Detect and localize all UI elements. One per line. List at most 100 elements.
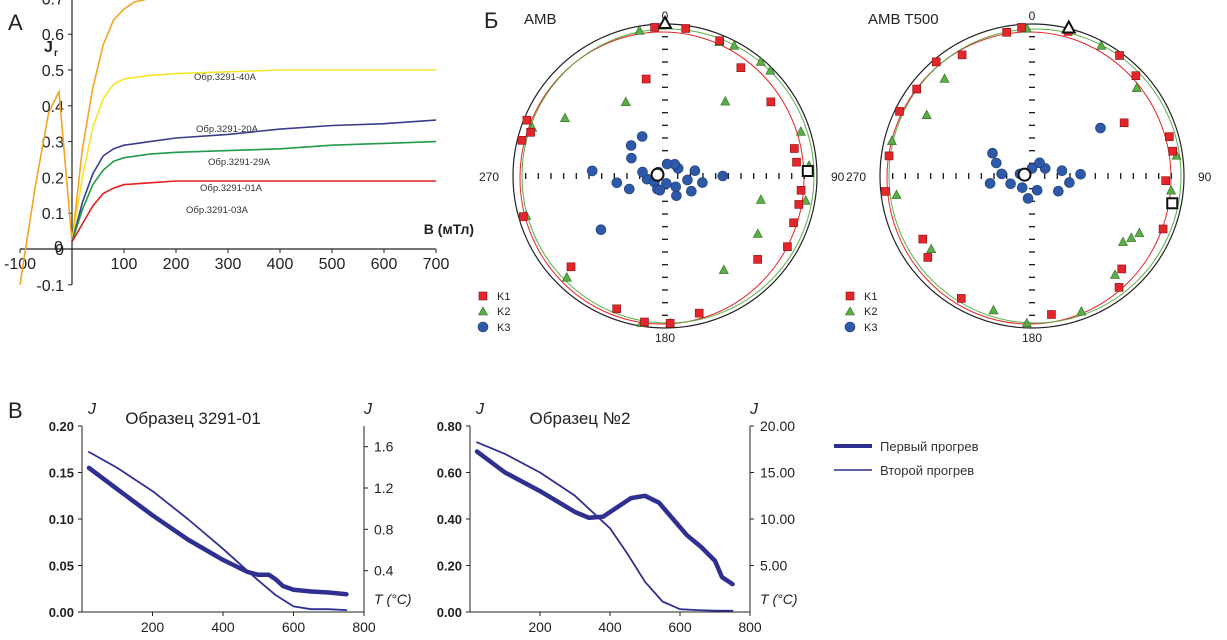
stereonet-title: AMB (524, 11, 557, 28)
k1-point (1165, 132, 1174, 141)
left-tick-label: 0.60 (437, 466, 462, 481)
k2-point (1118, 236, 1128, 246)
k1-mean (801, 165, 814, 178)
y-tick-label: 0.6 (42, 27, 64, 44)
thermo-legend: Первый прогрев Второй прогрев (834, 439, 979, 478)
k1-point (518, 212, 528, 221)
right-tick-label: 1.6 (374, 439, 394, 455)
k1-point (736, 63, 746, 72)
thermo-chart-2: 0.00 0.20 0.40 0.60 0.80 5.00 10.00 15.00 20.00 2… (437, 401, 798, 635)
legend-k3-label: K3 (497, 322, 510, 334)
k1-point (918, 234, 928, 244)
x-tick-label: 200 (163, 256, 190, 273)
k1-point (1117, 264, 1127, 274)
k1-point (681, 24, 691, 33)
k3-point (1075, 169, 1086, 180)
azimuth-label-n: 0 (1029, 9, 1036, 23)
k3-point (1095, 122, 1106, 134)
k3-point (682, 174, 693, 186)
legend-label-second-heating: Второй прогрев (880, 463, 974, 478)
k3-mean (1017, 167, 1032, 182)
azimuth-label-w: 270 (846, 170, 866, 184)
legend-k3-marker (477, 321, 489, 333)
legend-k1-marker (478, 291, 488, 301)
chart-title: Образец №2 (530, 409, 631, 428)
k3-point (1022, 193, 1034, 204)
k3-point (661, 158, 673, 170)
right-tick-label: 0.4 (374, 563, 394, 579)
k3-point (1034, 157, 1045, 169)
right-tick-label: 20.00 (760, 418, 795, 434)
azimuth-label-e: 90 (831, 170, 845, 184)
k1-point (694, 308, 704, 318)
k3-point (1053, 185, 1064, 197)
x-tick-label: 400 (211, 619, 235, 635)
k2-point (755, 56, 766, 66)
legend-k1-marker (845, 291, 855, 301)
k2-point (561, 272, 572, 282)
x-tick-label: 400 (267, 256, 294, 273)
k3-point (637, 166, 648, 178)
left-tick-label: 0.20 (437, 559, 462, 574)
x-tick-label: 100 (111, 256, 138, 273)
y-tick-label: 0.1 (42, 206, 64, 223)
k3-point (990, 157, 1002, 169)
k3-point (636, 131, 648, 142)
y-tick-label: 0.5 (42, 63, 64, 80)
left-tick-label: 0.40 (437, 512, 462, 527)
k1-point (1017, 23, 1026, 32)
k2-point (765, 65, 776, 75)
k3-point (717, 170, 729, 182)
k1-point (789, 218, 798, 228)
series-line (71, 180, 436, 243)
right-tick-label: 10.00 (760, 511, 795, 527)
series-line (476, 441, 734, 612)
k1-point (957, 294, 966, 303)
k2-mean (1061, 19, 1077, 34)
left-tick-label: 0.80 (437, 419, 462, 434)
k2-point (1134, 227, 1145, 237)
series-line (474, 449, 735, 587)
y-tick-label: 0.4 (42, 99, 64, 116)
x-tick-label: 300 (215, 256, 242, 273)
x-tick-label: 700 (423, 256, 450, 273)
k1-point (1114, 283, 1124, 292)
left-tick-label: 0.10 (49, 512, 74, 527)
k2-point (800, 195, 811, 205)
series-label: Обр.3291-20А (196, 124, 259, 135)
k2-point (891, 189, 902, 199)
k1-point (783, 242, 792, 251)
k1-point (1131, 71, 1141, 80)
plane-trace-k2 (888, 28, 1182, 324)
k2-mean (657, 14, 673, 29)
k2-point (1131, 82, 1142, 92)
legend-k1-label: K1 (497, 291, 510, 303)
k1-point (796, 185, 806, 195)
legend-k3-label: K3 (864, 322, 877, 334)
k3-point (689, 165, 701, 177)
left-tick-label: 0.15 (49, 466, 74, 481)
k3-point (586, 165, 598, 177)
series-label: Обр.3291-03А (186, 205, 249, 216)
left-tick-label: 0.05 (49, 559, 74, 574)
primitive-circle (879, 23, 1185, 329)
k2-point (1110, 269, 1121, 279)
k2-point (620, 96, 631, 106)
right-tick-label: 1.2 (374, 480, 394, 496)
k3-point (984, 178, 996, 189)
series-label: Обр.3291-29А (208, 157, 271, 168)
series-line (71, 69, 436, 242)
k1-point (517, 136, 527, 145)
k3-point (1016, 182, 1028, 193)
azimuth-label-e: 90 (1198, 170, 1212, 184)
k2-point (559, 112, 570, 123)
right-axis-label: J (363, 401, 373, 418)
x-tick-label: 600 (668, 619, 692, 635)
k1-point (650, 23, 659, 32)
k2-point (795, 126, 806, 136)
k1-point (1119, 118, 1129, 128)
k3-point (996, 168, 1007, 180)
y-tick-label: 0 (55, 242, 64, 259)
k1-point (881, 187, 890, 196)
